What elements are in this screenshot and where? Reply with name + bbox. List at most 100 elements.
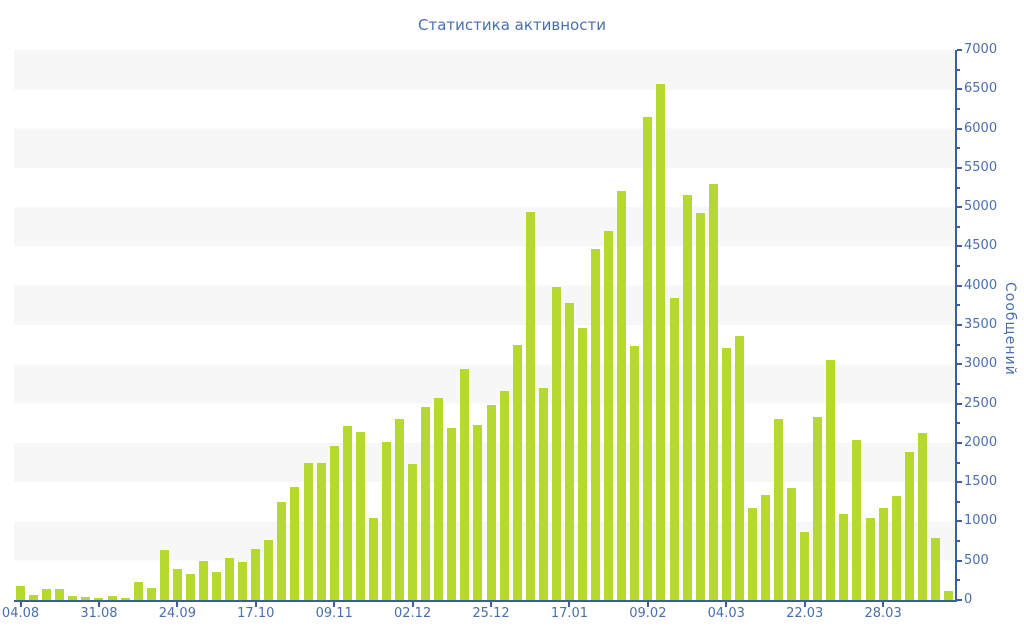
y-axis-major-tick bbox=[957, 88, 962, 91]
bar bbox=[538, 387, 548, 600]
x-axis-tick bbox=[490, 602, 493, 607]
bar bbox=[225, 558, 235, 600]
bar bbox=[721, 347, 731, 600]
x-axis-tick-label: 24.09 bbox=[158, 606, 196, 621]
bar bbox=[146, 588, 156, 600]
bar bbox=[290, 486, 300, 600]
bar bbox=[381, 442, 391, 600]
x-axis-tick bbox=[646, 602, 649, 607]
bar bbox=[159, 549, 169, 600]
x-axis-tick-label: 28.03 bbox=[864, 606, 902, 621]
y-axis-tick-label: 6500 bbox=[964, 81, 998, 97]
bar bbox=[368, 518, 378, 600]
bar bbox=[917, 432, 927, 600]
bar bbox=[708, 183, 718, 600]
bar bbox=[120, 597, 130, 600]
bar bbox=[264, 540, 274, 600]
y-axis-tick-label: 2000 bbox=[964, 434, 998, 450]
bar bbox=[760, 494, 770, 600]
bar bbox=[434, 398, 444, 600]
bar bbox=[342, 426, 352, 600]
y-axis-minor-tick bbox=[957, 540, 960, 543]
y-axis-major-tick bbox=[957, 363, 962, 366]
y-axis-major-tick bbox=[957, 206, 962, 209]
x-axis-tick-label: 17.10 bbox=[237, 606, 275, 621]
x-axis-tick bbox=[568, 602, 571, 607]
bar bbox=[460, 369, 470, 600]
bar bbox=[212, 571, 222, 600]
bar bbox=[42, 589, 52, 600]
bar bbox=[499, 391, 509, 600]
bar bbox=[68, 596, 78, 600]
bar bbox=[329, 446, 339, 600]
bar bbox=[395, 419, 405, 600]
x-axis-tick-label: 04.03 bbox=[707, 606, 745, 621]
y-axis-minor-tick bbox=[957, 68, 960, 71]
y-axis-major-tick bbox=[957, 481, 962, 484]
y-axis-major-tick bbox=[957, 559, 962, 562]
x-axis-tick bbox=[19, 602, 22, 607]
y-axis-major-tick bbox=[957, 599, 962, 601]
bar bbox=[656, 83, 666, 600]
y-axis-major-tick bbox=[957, 245, 962, 248]
y-axis-minor-tick bbox=[957, 107, 960, 110]
y-axis-major-tick bbox=[957, 441, 962, 444]
x-axis-tick bbox=[882, 602, 885, 607]
x-axis-tick bbox=[97, 602, 100, 607]
bar bbox=[199, 560, 208, 600]
bar bbox=[669, 298, 679, 600]
x-axis-tick-label: 09.11 bbox=[315, 606, 353, 621]
bar bbox=[107, 596, 117, 600]
x-axis-tick bbox=[333, 602, 336, 607]
x-axis-tick-label: 09.02 bbox=[629, 606, 667, 621]
y-axis-major-tick bbox=[957, 166, 962, 169]
bar bbox=[865, 518, 875, 600]
bar bbox=[16, 585, 26, 600]
x-axis-tick-label: 17.01 bbox=[550, 606, 589, 621]
bar bbox=[878, 508, 888, 600]
y-axis-tick-label: 500 bbox=[964, 552, 989, 568]
y-axis-title: Сообщений bbox=[1002, 282, 1018, 376]
y-axis-minor-tick bbox=[957, 579, 960, 582]
x-axis-tick-label: 25.12 bbox=[472, 606, 510, 621]
y-axis-tick-label: 4500 bbox=[964, 238, 998, 254]
plot-area: 0 500 1000 1500 2000 2500 3000 3500 4000 4500 5000… bbox=[2, 42, 997, 621]
y-axis-tick-label: 5500 bbox=[964, 159, 998, 175]
x-axis-tick bbox=[725, 602, 728, 607]
y-axis-minor-tick bbox=[957, 225, 960, 228]
y-axis-tick-label: 6000 bbox=[964, 120, 998, 136]
bar bbox=[525, 211, 535, 600]
x-axis-tick bbox=[254, 602, 257, 607]
bar bbox=[94, 597, 104, 600]
bar bbox=[604, 230, 614, 600]
bar bbox=[238, 561, 248, 600]
bar bbox=[643, 116, 653, 600]
y-axis-tick-label: 5000 bbox=[964, 199, 998, 215]
y-axis-major-tick bbox=[957, 127, 962, 130]
bar bbox=[839, 513, 849, 600]
bar bbox=[813, 416, 823, 600]
x-axis-tick bbox=[803, 602, 806, 607]
y-axis-tick-label: 0 bbox=[964, 592, 973, 607]
chart-title: Статистика активности bbox=[418, 16, 606, 34]
bar bbox=[81, 597, 91, 600]
x-axis-tick-label: 04.08 bbox=[1, 606, 40, 621]
bar bbox=[734, 336, 744, 600]
y-axis-minor-tick bbox=[957, 461, 960, 464]
y-axis-minor-tick bbox=[957, 343, 960, 346]
y-axis-minor-tick bbox=[957, 265, 960, 268]
y-axis-major-tick bbox=[957, 284, 962, 287]
y-axis-minor-tick bbox=[957, 147, 960, 150]
bar bbox=[774, 419, 784, 600]
y-axis-tick-label: 1000 bbox=[964, 513, 998, 529]
bar bbox=[551, 287, 561, 600]
y-axis-major-tick bbox=[957, 324, 962, 326]
y-axis-tick-label: 4000 bbox=[964, 277, 998, 293]
bar bbox=[486, 405, 496, 600]
y-axis-major-tick bbox=[957, 402, 962, 405]
bar bbox=[355, 431, 365, 600]
bar bbox=[826, 360, 836, 600]
bar bbox=[473, 424, 483, 600]
bar bbox=[29, 595, 39, 600]
